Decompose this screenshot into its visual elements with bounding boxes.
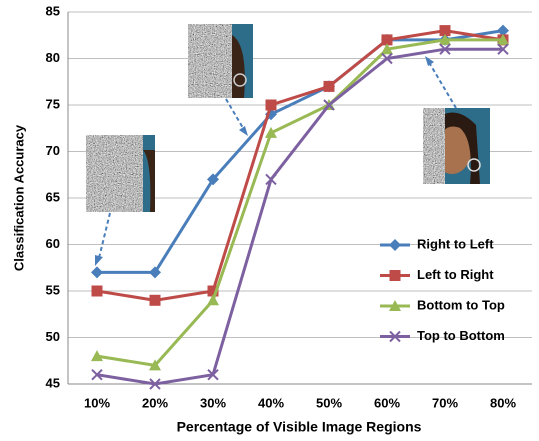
y-tick-label: 50 [46,329,60,344]
y-tick-label: 85 [46,3,60,18]
series-line [97,40,503,366]
y-tick-label: 45 [46,375,60,390]
legend-label: Left to Right [417,267,494,282]
legend-marker [389,239,401,251]
y-tick-label: 75 [46,96,60,111]
data-point [150,295,161,306]
y-tick-label: 65 [46,189,60,204]
thumbnail [86,135,155,212]
thumbnail [423,108,490,184]
x-tick-label: 70% [432,395,458,410]
legend-marker [390,270,401,281]
data-point [91,266,103,278]
y-tick-label: 80 [46,50,60,65]
chart: 45 50 55 60 65 70 75 80 85 10% 20% 30% 40% 50% 60% 70% 8… [0,0,539,441]
data-point [324,81,335,92]
y-tick-label: 60 [46,236,60,251]
x-tick-label: 50% [316,395,342,410]
x-tick-label: 30% [200,395,226,410]
x-tick-label: 20% [142,395,168,410]
legend-label: Bottom to Top [417,297,505,312]
x-tick-label: 80% [490,395,516,410]
y-tick-label: 70 [46,143,60,158]
legend-label: Top to Bottom [417,328,505,343]
data-point [92,286,103,297]
x-tick-label: 60% [374,395,400,410]
x-tick-label: 40% [258,395,284,410]
y-axis-label: Classification Accuracy [11,124,26,271]
y-tick-label: 55 [46,282,60,297]
x-axis-label: Percentage of Visible Image Regions [177,419,422,435]
data-point [266,100,277,111]
legend-label: Right to Left [417,236,494,251]
thumbnail [188,24,253,98]
x-tick-label: 10% [84,395,110,410]
